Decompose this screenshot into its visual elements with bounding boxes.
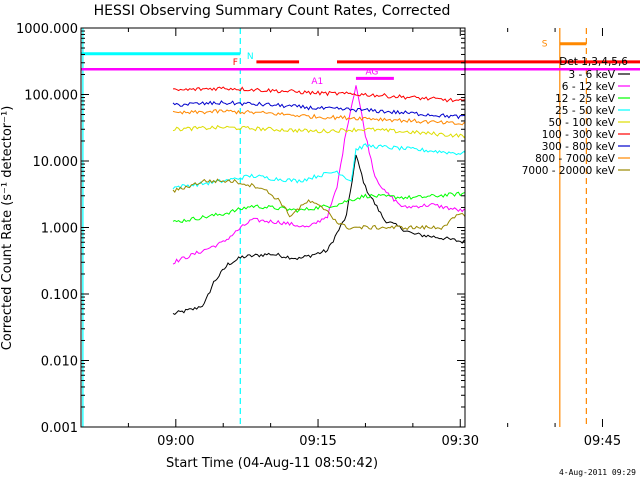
x-axis-label: Start Time (04-Aug-11 08:50:42) <box>166 456 378 471</box>
series-line-6 <box>172 100 465 120</box>
legend-header: Det 1,3,4,5,6 <box>559 56 628 68</box>
series-line-4 <box>172 124 465 139</box>
legend-label: 25 - 50 keV <box>555 105 616 117</box>
y-tick-label: 100.000 <box>24 89 78 104</box>
legend-label: 12 - 25 keV <box>555 93 616 105</box>
flag-label: AG <box>365 68 378 78</box>
x-tick-label: 09:45 <box>584 434 621 449</box>
y-tick-label: 10.000 <box>33 155 79 170</box>
series-lines <box>172 85 465 316</box>
legend-label: 6 - 12 keV <box>562 81 616 93</box>
y-axis-label: Corrected Count Rate (s⁻¹ detector⁻¹) <box>0 106 15 351</box>
y-tick-label: 0.100 <box>41 288 78 303</box>
y-tick-label: 1.000 <box>41 222 78 237</box>
legend-label: 800 - 7000 keV <box>535 153 616 165</box>
series-line-5 <box>172 86 465 103</box>
y-tick-label: 0.010 <box>41 355 78 370</box>
flag-label: A1 <box>311 77 323 87</box>
plot-timestamp: 4-Aug-2011 09:29 <box>559 468 636 477</box>
legend-label: 100 - 300 keV <box>542 129 616 141</box>
legend-label: 300 - 800 keV <box>542 141 616 153</box>
flag-label: N <box>247 52 254 62</box>
y-axis: 1000.000 100.000 10.000 1.000 0.100 0.010 0.00… <box>16 22 465 436</box>
y-tick-label: 0.001 <box>41 421 78 436</box>
series-line-1 <box>172 85 465 265</box>
observing-flags: NF S A1 AG <box>81 40 640 87</box>
legend-label: 3 - 6 keV <box>568 69 615 81</box>
vertical-markers <box>82 28 587 427</box>
chart-title: HESSI Observing Summary Count Rates, Cor… <box>94 3 451 19</box>
flag-label: S <box>542 40 548 50</box>
series-line-7 <box>172 109 465 126</box>
legend-label: 50 - 100 keV <box>548 117 615 129</box>
x-tick-label: 09:15 <box>299 434 336 449</box>
flag-label: F <box>233 58 238 68</box>
x-tick-label: 09:30 <box>442 434 479 449</box>
y-tick-label: 1000.000 <box>16 22 78 37</box>
legend-label: 7000 - 20000 keV <box>522 165 616 177</box>
series-line-3 <box>172 143 465 190</box>
x-tick-label: 09:00 <box>157 434 194 449</box>
series-line-0 <box>172 154 465 316</box>
plot-frame <box>80 27 466 428</box>
series-line-8 <box>172 178 465 231</box>
